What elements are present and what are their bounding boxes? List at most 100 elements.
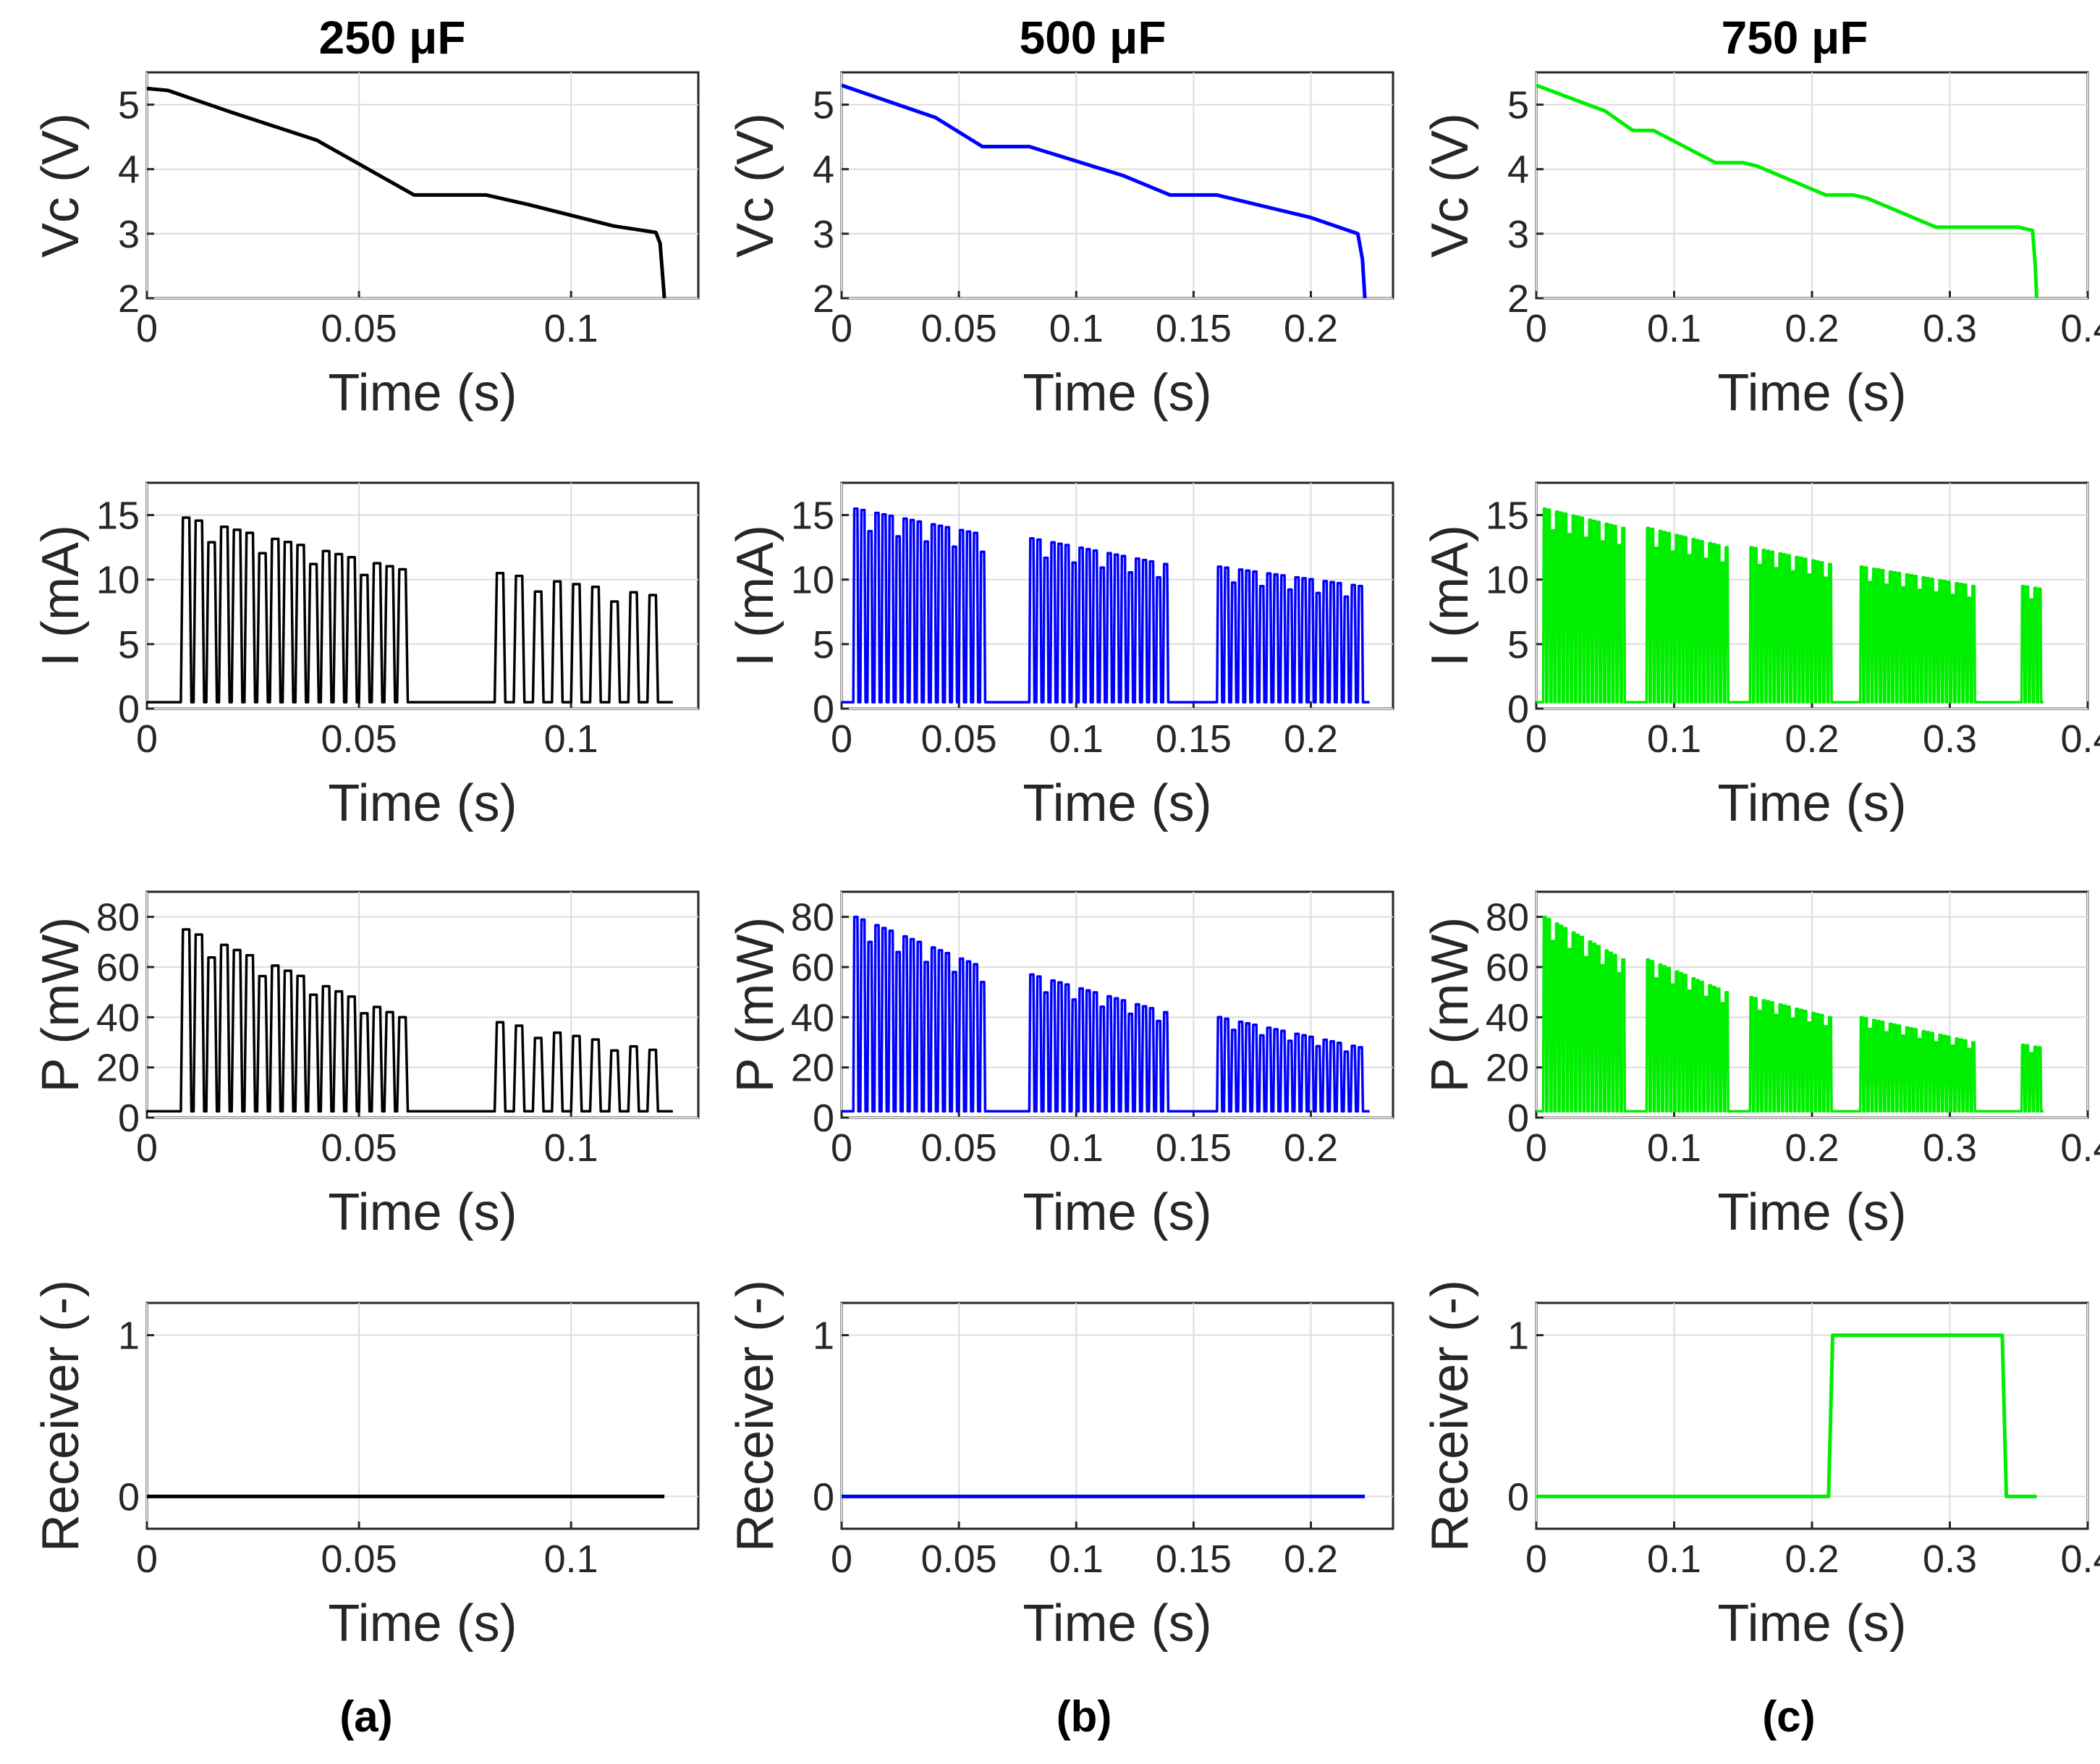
column-title-b: 500 μF [1020,12,1167,64]
x-axis-label: Time (s) [1717,364,1906,422]
series-line [1536,507,2044,704]
y-tick-label: 60 [96,946,140,989]
panel-c-receiver: 0 0.1 0.2 0.3 0.4 0 1 Time (s) Receiver (-) [1421,1280,2100,1653]
y-tick-label: 80 [1486,896,1529,940]
y-axis-label: I (mA) [727,525,784,667]
x-tick-label: 0 [1525,1537,1547,1581]
y-tick-label: 5 [118,623,140,667]
panel-c-current: 0 0.1 0.2 0.3 0.4 0 5 10 15 Time (s) I (mA) [1421,481,2100,832]
x-tick-label: 0.15 [1156,1126,1232,1170]
panel-b-receiver: 0 0.05 0.1 0.15 0.2 0 1 Time (s) Receiver (-) [727,1280,1394,1653]
y-tick-label: 5 [813,84,834,127]
x-tick-label: 0.2 [1284,717,1338,761]
y-tick-label: 4 [118,148,140,192]
y-tick-label: 1 [118,1314,140,1358]
plot-area [145,1301,700,1530]
panel-a-current: 0 0.05 0.1 0 5 10 15 Time (s) I (mA) [32,481,700,832]
y-axis-label: Receiver (-) [1421,1280,1479,1552]
x-tick-label: 0 [831,717,852,761]
y-axis-label: P (mW) [727,917,784,1093]
y-axis-label: Vc (V) [1421,113,1479,258]
x-tick-label: 0.15 [1156,717,1232,761]
column-title-a: 250 μF [319,12,466,64]
y-tick-label: 5 [813,623,834,667]
series-line [1536,83,2038,298]
x-tick-label: 0.1 [544,1126,598,1170]
y-tick-label: 2 [1507,277,1529,321]
y-tick-label: 0 [1507,688,1529,731]
x-tick-label: 0.1 [1049,1537,1104,1581]
x-tick-label: 0.05 [321,1126,397,1170]
x-tick-label: 0.1 [1049,307,1104,350]
y-axis-label: P (mW) [1421,917,1479,1093]
y-tick-label: 80 [96,896,140,940]
y-tick-label: 1 [813,1314,834,1358]
y-tick-label: 2 [813,277,834,321]
x-axis-label: Time (s) [1717,1183,1906,1241]
y-tick-label: 5 [1507,623,1529,667]
y-tick-label: 0 [813,1097,834,1140]
y-tick-label: 0 [813,1475,834,1519]
x-tick-label: 0.4 [2060,1126,2100,1170]
y-axis-label: Vc (V) [32,113,90,258]
y-tick-label: 40 [1486,996,1529,1039]
y-tick-label: 0 [118,688,140,731]
y-tick-label: 40 [96,996,140,1039]
x-axis-label: Time (s) [328,775,517,832]
x-tick-label: 0.1 [1647,1126,1701,1170]
plot-area [840,71,1394,300]
y-tick-label: 10 [791,559,834,602]
y-tick-label: 0 [118,1475,140,1519]
y-tick-label: 5 [118,84,140,127]
x-tick-label: 0.3 [1923,1537,1977,1581]
series-line [1536,915,2044,1113]
x-tick-label: 0.05 [921,717,997,761]
y-tick-label: 0 [1507,1097,1529,1140]
plot-area [145,481,700,710]
x-tick-label: 0.4 [2060,1537,2100,1581]
y-tick-label: 60 [791,946,834,989]
x-tick-label: 0.05 [921,307,997,350]
x-tick-label: 0.2 [1284,307,1338,350]
y-axis-label: Vc (V) [727,113,784,258]
y-tick-label: 10 [1486,559,1529,602]
x-tick-label: 0.15 [1156,307,1232,350]
x-tick-label: 0.1 [1647,1537,1701,1581]
x-tick-label: 0.15 [1156,1537,1232,1581]
column-title-c: 750 μF [1722,12,1868,64]
y-tick-label: 10 [96,559,140,602]
plot-area [145,890,700,1119]
x-tick-label: 0.1 [544,307,598,350]
x-tick-label: 0.1 [1647,307,1701,350]
y-tick-label: 3 [1507,213,1529,256]
x-tick-label: 0.2 [1784,307,1839,350]
panel-labels: (a) (b) (c) [339,1692,1815,1741]
x-tick-label: 0 [831,1126,852,1170]
y-tick-label: 3 [118,213,140,256]
series-line [842,83,1367,298]
y-tick-label: 0 [1507,1475,1529,1519]
x-tick-label: 0 [136,717,158,761]
x-tick-label: 0.05 [321,1537,397,1581]
x-axis-label: Time (s) [328,364,517,422]
x-axis-label: Time (s) [1023,1595,1211,1653]
y-tick-label: 4 [813,148,834,192]
y-tick-label: 60 [1486,946,1529,989]
series-line [842,915,1370,1113]
y-tick-label: 15 [1486,494,1529,538]
x-axis-label: Time (s) [1023,1183,1211,1241]
panel-a-power: 0 0.05 0.1 0 20 40 60 80 Time (s) P (mW) [32,890,700,1241]
y-axis-label: Receiver (-) [727,1280,784,1552]
series-line [147,928,673,1113]
x-axis-label: Time (s) [1717,775,1906,832]
x-axis-label: Time (s) [1023,775,1211,832]
x-tick-label: 0.4 [2060,717,2100,761]
x-tick-label: 0 [1525,307,1547,350]
series-line [842,507,1370,704]
panel-label-b: (b) [1057,1692,1112,1741]
x-tick-label: 0.05 [921,1126,997,1170]
x-tick-label: 0 [831,1537,852,1581]
y-tick-label: 20 [96,1047,140,1090]
y-axis-label: I (mA) [32,525,90,667]
x-tick-label: 0 [1525,717,1547,761]
